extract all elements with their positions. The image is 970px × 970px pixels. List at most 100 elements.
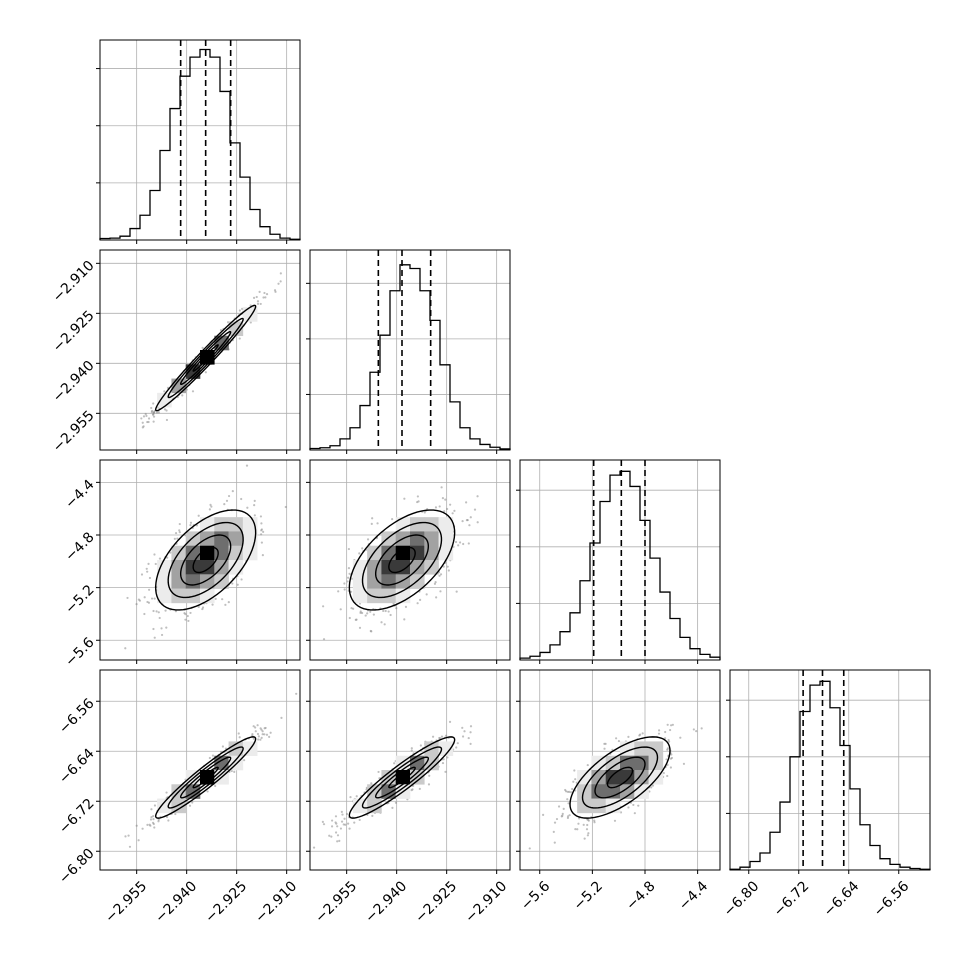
x-tick-label: −5.2 xyxy=(571,878,606,913)
scatter-point xyxy=(352,607,355,610)
density-cell xyxy=(577,770,592,785)
scatter-point xyxy=(447,569,450,572)
histogram-bar xyxy=(540,652,550,660)
scatter-point xyxy=(280,716,283,719)
scatter-point xyxy=(473,508,477,511)
contour-line xyxy=(167,521,244,599)
scatter-point xyxy=(455,590,458,593)
y-tick-label: −4.4 xyxy=(62,477,97,512)
scatter-point xyxy=(181,394,184,397)
scatter-point xyxy=(358,552,361,555)
scatter-point xyxy=(461,726,464,729)
scatter-point xyxy=(666,763,669,767)
scatter-point xyxy=(255,295,258,299)
scatter-point xyxy=(695,730,698,733)
scatter-point xyxy=(127,834,130,837)
scatter-point xyxy=(268,735,271,739)
x-tick-label: −2.940 xyxy=(152,878,200,926)
panel-background xyxy=(520,460,720,660)
scatter-point xyxy=(467,736,470,740)
scatter-point xyxy=(140,573,144,576)
scatter-point xyxy=(404,605,408,608)
scatter-point xyxy=(440,486,443,489)
scatter-point xyxy=(224,603,227,606)
scatter-point xyxy=(152,420,155,423)
scatter-point xyxy=(455,746,458,749)
histogram-bar xyxy=(560,632,570,660)
scatter-point xyxy=(366,538,370,541)
x-tick-label: −6.64 xyxy=(821,878,863,920)
x-tick-label: −5.6 xyxy=(518,878,553,913)
scatter-point xyxy=(348,616,351,620)
scatter-point xyxy=(243,759,246,762)
scatter-point xyxy=(355,795,358,798)
scatter-point xyxy=(163,390,166,393)
scatter-point xyxy=(340,810,343,813)
scatter-point xyxy=(151,821,155,824)
scatter-point xyxy=(245,464,249,467)
density-cell xyxy=(185,545,201,561)
scatter-point xyxy=(145,414,148,417)
contour-line xyxy=(167,746,244,809)
histogram-bar xyxy=(170,109,180,240)
y-tick-label: −4.8 xyxy=(62,529,97,564)
scatter-point xyxy=(214,784,217,788)
scatter-point xyxy=(574,828,577,831)
scatter-point xyxy=(573,769,576,772)
density-cell xyxy=(157,588,172,604)
histogram-bar xyxy=(770,832,780,870)
scatter-point xyxy=(186,614,189,618)
scatter-point xyxy=(434,506,438,509)
histogram-bar xyxy=(230,143,240,240)
scatter-point xyxy=(146,570,149,573)
scatter-point xyxy=(155,411,159,414)
contour-line xyxy=(361,521,443,599)
density-panel-4-3 xyxy=(516,669,721,874)
scatter-point xyxy=(657,729,661,732)
scatter-point xyxy=(263,291,266,295)
scatter-point xyxy=(251,732,254,736)
scatter-point xyxy=(157,818,160,821)
scatter-point xyxy=(254,726,257,729)
panel-frame xyxy=(519,669,721,871)
scatter-point xyxy=(153,636,156,639)
scatter-point xyxy=(238,337,241,340)
scatter-point xyxy=(151,409,154,412)
scatter-point xyxy=(144,412,147,416)
scatter-point xyxy=(457,544,460,547)
scatter-point xyxy=(613,819,617,822)
scatter-point xyxy=(454,540,458,544)
contour-line xyxy=(388,766,416,789)
contour-line xyxy=(179,756,232,799)
histogram-bar xyxy=(470,439,480,450)
histogram-bar xyxy=(430,320,440,450)
scatter-point xyxy=(347,822,350,825)
histogram-panel-2 xyxy=(306,249,511,454)
scatter-point xyxy=(141,426,144,429)
scatter-point xyxy=(277,282,280,285)
scatter-point xyxy=(361,547,364,550)
scatter-point xyxy=(446,507,449,511)
density-panel-3-2 xyxy=(306,459,511,664)
scatter-point xyxy=(350,577,354,580)
scatter-point xyxy=(155,610,158,613)
scatter-point xyxy=(197,605,200,608)
density-cell xyxy=(591,770,607,785)
scatter-point xyxy=(331,819,334,822)
density-cell xyxy=(228,560,244,575)
scatter-point xyxy=(552,830,555,833)
histogram-bar xyxy=(250,210,260,240)
scatter-point xyxy=(444,734,448,737)
scatter-point xyxy=(440,735,444,738)
contour-line xyxy=(192,766,219,789)
histogram-bar xyxy=(450,402,460,450)
scatter-point xyxy=(666,748,669,751)
density-cell xyxy=(605,755,621,771)
scatter-point xyxy=(147,601,151,604)
scatter-point xyxy=(568,790,571,793)
scatter-point xyxy=(214,597,217,600)
scatter-point xyxy=(150,406,153,410)
scatter-point xyxy=(178,531,181,534)
scatter-point xyxy=(339,827,343,830)
scatter-point xyxy=(240,578,243,581)
